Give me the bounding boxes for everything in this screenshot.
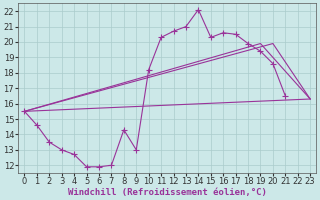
X-axis label: Windchill (Refroidissement éolien,°C): Windchill (Refroidissement éolien,°C) xyxy=(68,188,267,197)
